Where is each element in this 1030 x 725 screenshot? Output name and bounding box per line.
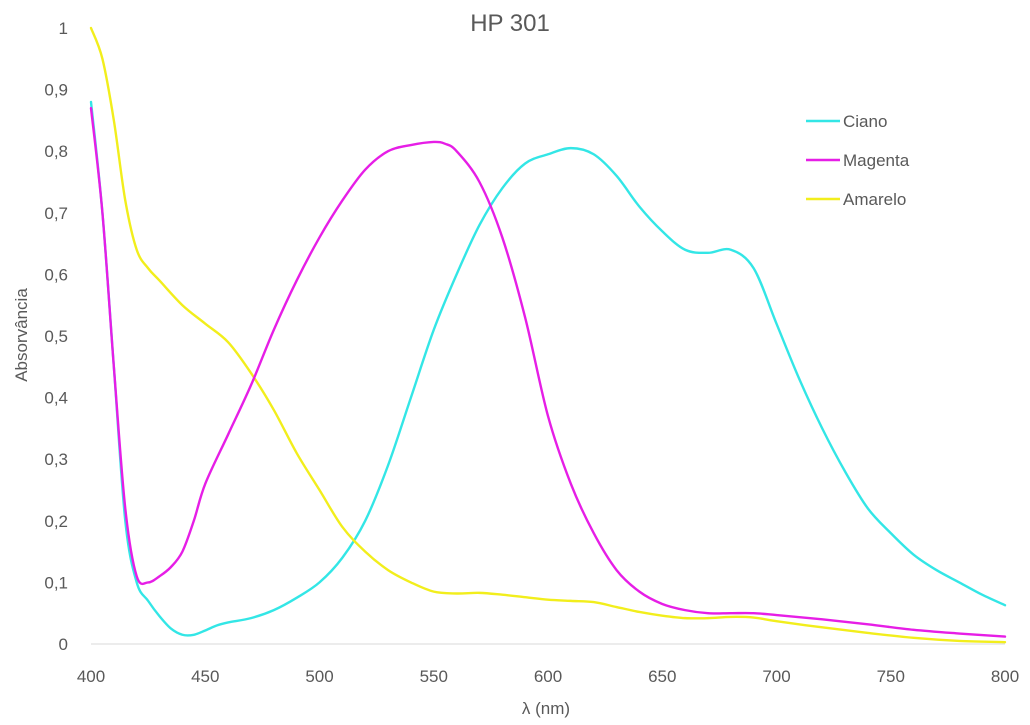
legend-label-ciano: Ciano [843, 112, 887, 131]
x-tick-label: 550 [420, 667, 448, 686]
x-axis-label: λ (nm) [522, 699, 570, 718]
legend: Ciano Magenta Amarelo [806, 112, 910, 209]
x-tick-label: 450 [191, 667, 219, 686]
x-tick-label: 800 [991, 667, 1019, 686]
y-axis-label: Absorvância [12, 288, 31, 382]
y-tick-label: 0,8 [44, 142, 68, 161]
x-tick-label: 750 [877, 667, 905, 686]
y-tick-label: 0,2 [44, 512, 68, 531]
y-tick-label: 0 [59, 635, 68, 654]
x-tick-label: 600 [534, 667, 562, 686]
y-tick-label: 0,1 [44, 573, 68, 592]
legend-label-amarelo: Amarelo [843, 190, 906, 209]
y-tick-label: 0,9 [44, 81, 68, 100]
series-line-ciano [89, 100, 1007, 637]
chart-title: HP 301 [470, 10, 550, 37]
x-tick-label: 700 [762, 667, 790, 686]
x-tick-label: 400 [77, 667, 105, 686]
legend-label-magenta: Magenta [843, 151, 910, 170]
y-tick-label: 0,5 [44, 327, 68, 346]
y-tick-labels: 0 0,1 0,2 0,3 0,4 0,5 0,6 0,7 0,8 0,9 1 [44, 19, 68, 654]
y-tick-label: 0,6 [44, 265, 68, 284]
x-tick-label: 500 [305, 667, 333, 686]
series-line-amarelo [89, 26, 1007, 644]
series-line-magenta [89, 106, 1007, 638]
y-tick-label: 0,4 [44, 389, 68, 408]
y-tick-label: 0,3 [44, 450, 68, 469]
series-lines [89, 26, 1007, 644]
y-tick-label: 1 [59, 19, 68, 38]
y-tick-label: 0,7 [44, 204, 68, 223]
x-tick-labels: 400 450 500 550 600 650 700 750 800 [77, 667, 1019, 686]
x-tick-label: 650 [648, 667, 676, 686]
